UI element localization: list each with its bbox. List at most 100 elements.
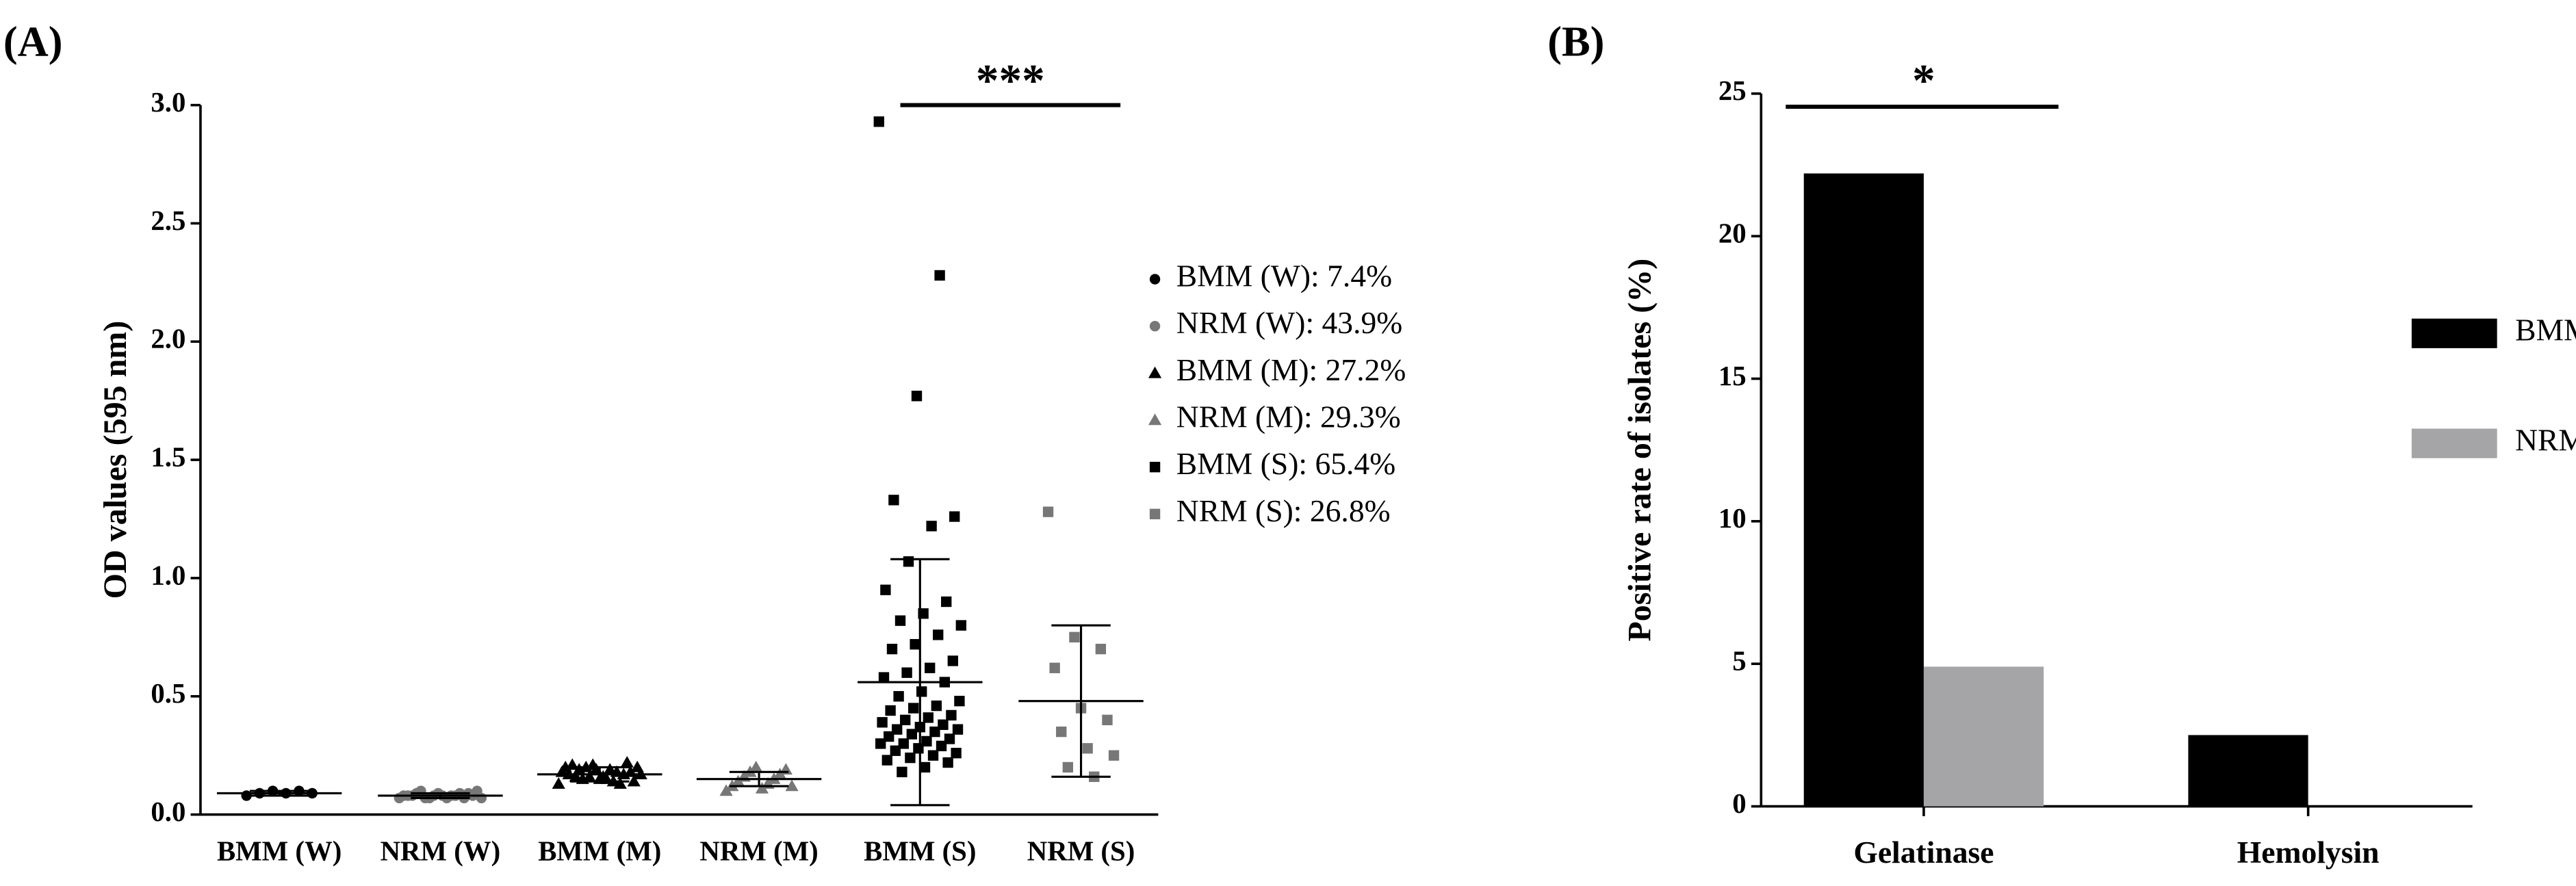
point	[919, 761, 931, 773]
point	[1042, 506, 1054, 517]
legend-marker	[1149, 321, 1161, 332]
point	[1082, 743, 1093, 754]
point	[931, 700, 942, 712]
point	[894, 615, 906, 626]
point	[908, 703, 919, 714]
x-tick-label: BMM (S)	[864, 836, 976, 867]
legend-label: NRM (W): 43.9%	[1176, 305, 1403, 340]
y-tick-label: 0.0	[151, 796, 185, 827]
point	[900, 714, 911, 726]
point	[880, 584, 891, 595]
point	[944, 733, 955, 744]
y-tick-label: 10	[1718, 503, 1747, 534]
point	[955, 620, 967, 631]
point	[938, 719, 949, 730]
point	[1095, 643, 1107, 655]
point	[901, 667, 912, 678]
x-tick-label: BMM (M)	[538, 836, 661, 867]
point	[1049, 662, 1060, 673]
x-tick-label: Hemolysin	[2237, 835, 2380, 870]
y-axis-label: OD values (595 nm)	[97, 321, 133, 599]
point	[933, 629, 944, 640]
point	[942, 757, 953, 768]
point	[941, 596, 952, 608]
significance-label: *	[1912, 55, 1935, 106]
y-tick-label: 25	[1718, 75, 1747, 106]
x-tick-label: Gelatinase	[1853, 835, 1994, 870]
point	[1108, 750, 1120, 761]
point	[897, 766, 907, 778]
panel-label: (B)	[1547, 18, 1604, 66]
error-bar	[1051, 624, 1111, 778]
error-bar	[411, 792, 470, 799]
significance-label: ***	[976, 55, 1045, 106]
error-bar	[570, 766, 630, 783]
legend-marker	[1149, 461, 1161, 473]
legend-marker	[1148, 413, 1162, 426]
legend-label: BMM (M): 27.2%	[1176, 352, 1406, 387]
point	[878, 672, 890, 683]
point	[1102, 714, 1113, 726]
legend-label: NRM (M): 29.3%	[1176, 399, 1401, 434]
point	[1062, 761, 1074, 773]
y-tick-label: 2.0	[151, 324, 185, 354]
point	[923, 712, 933, 723]
point	[925, 662, 936, 673]
legend-label: BMM	[2515, 313, 2576, 348]
y-tick-label: 20	[1718, 218, 1747, 249]
point	[785, 779, 799, 792]
x-tick-label: NRM (M)	[699, 836, 818, 867]
legend-swatch	[2411, 318, 2497, 348]
point	[630, 760, 644, 772]
legend-swatch	[2411, 428, 2497, 458]
point	[875, 738, 886, 749]
point	[954, 695, 965, 707]
point	[934, 270, 945, 281]
point	[952, 724, 964, 735]
point	[913, 743, 924, 754]
legend-label: NRM (S): 26.8%	[1176, 493, 1391, 528]
error-bar	[729, 770, 789, 787]
point	[926, 521, 937, 532]
legend-label: BMM (W): 7.4%	[1176, 259, 1392, 294]
bar	[2188, 735, 2308, 807]
point	[946, 709, 957, 721]
y-tick-label: 3.0	[151, 87, 185, 118]
point	[1056, 726, 1067, 738]
point	[905, 752, 916, 764]
point	[916, 686, 927, 697]
point	[749, 760, 763, 772]
point	[903, 556, 914, 567]
legend-marker	[1149, 508, 1161, 519]
error-bar	[890, 558, 950, 807]
point	[892, 724, 903, 735]
point	[910, 639, 920, 650]
legend-label: BMM (S): 65.4%	[1176, 446, 1395, 481]
y-tick-label: 5	[1732, 646, 1746, 677]
x-tick-label: NRM (W)	[381, 836, 501, 867]
y-tick-label: 1.5	[151, 441, 185, 472]
point	[929, 726, 940, 738]
point	[603, 763, 617, 775]
bar	[1803, 173, 1924, 807]
y-tick-label: 1.0	[151, 560, 185, 590]
x-tick-label: NRM (S)	[1027, 836, 1135, 867]
point	[884, 731, 894, 742]
point	[890, 745, 901, 756]
x-tick-label: BMM (W)	[217, 836, 342, 867]
point	[885, 705, 896, 716]
y-tick-label: 0.5	[151, 678, 185, 709]
point	[911, 391, 923, 402]
point	[906, 729, 917, 740]
legend-marker	[1149, 274, 1161, 285]
y-tick-label: 0	[1732, 788, 1746, 819]
legend-label: NRM	[2515, 423, 2576, 458]
error-bar	[249, 790, 309, 797]
point	[898, 738, 909, 749]
y-tick-label: 15	[1718, 361, 1747, 391]
point	[921, 735, 932, 747]
point	[888, 495, 899, 506]
point	[627, 774, 641, 787]
